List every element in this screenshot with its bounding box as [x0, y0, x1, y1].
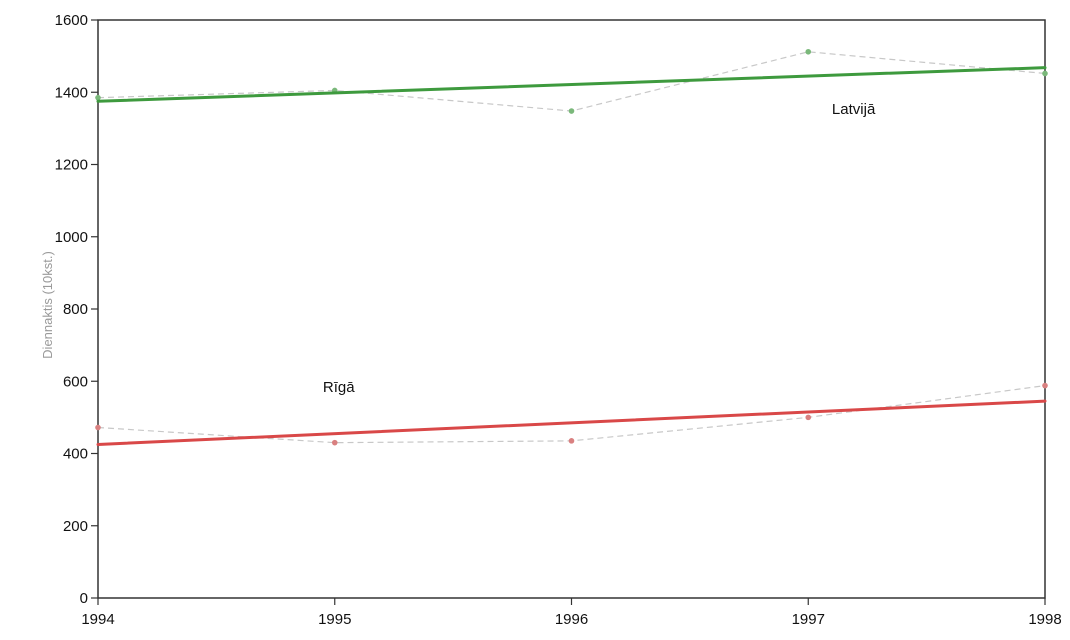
series-2-point: [568, 438, 575, 444]
series-1-point: [95, 94, 101, 101]
y-tick-label: 1000: [55, 229, 88, 246]
plot-border: [97, 19, 1046, 599]
y-axis: 0 200 400 600 800 1000 1200 1400 1600: [55, 12, 98, 607]
y-tick-label: 600: [63, 373, 88, 390]
series-layer: [95, 48, 1048, 446]
series-2-data-line: [97, 384, 1046, 444]
annotations: Latvijā Rīgā: [323, 101, 876, 396]
series-2-point: [331, 439, 338, 446]
series-2-point: [95, 424, 101, 431]
y-tick-label: 0: [80, 590, 88, 607]
y-tick-label: 1600: [55, 12, 88, 29]
series-annotation: Latvijā: [832, 101, 876, 118]
y-tick-label: 800: [63, 301, 88, 318]
series-2-point: [805, 414, 812, 421]
y-tick-label: 1200: [55, 157, 88, 174]
x-tick-label: 1994: [81, 611, 114, 628]
y-tick-label: 1400: [55, 84, 88, 101]
y-tick-label: 200: [63, 518, 88, 535]
series-annotation: Rīgā: [323, 379, 355, 396]
series-2-point: [1042, 382, 1048, 389]
x-tick-label: 1997: [792, 611, 825, 628]
series-1-trend-line: [96, 66, 1047, 103]
series-2-trend-line: [96, 399, 1047, 446]
y-tick-label: 400: [63, 446, 88, 463]
series-1-point: [805, 48, 812, 55]
plot-area: [97, 19, 1046, 599]
series-1-point: [1042, 70, 1048, 77]
x-axis: 1994 1995 1996 1997 1998: [81, 598, 1062, 628]
x-tick-label: 1998: [1028, 611, 1061, 628]
series-1-data-line: [97, 51, 1046, 112]
x-tick-label: 1996: [555, 611, 588, 628]
series-1-point: [568, 108, 575, 114]
y-axis-label: Diennaktis (10kst.): [40, 251, 55, 359]
x-tick-label: 1995: [318, 611, 351, 628]
